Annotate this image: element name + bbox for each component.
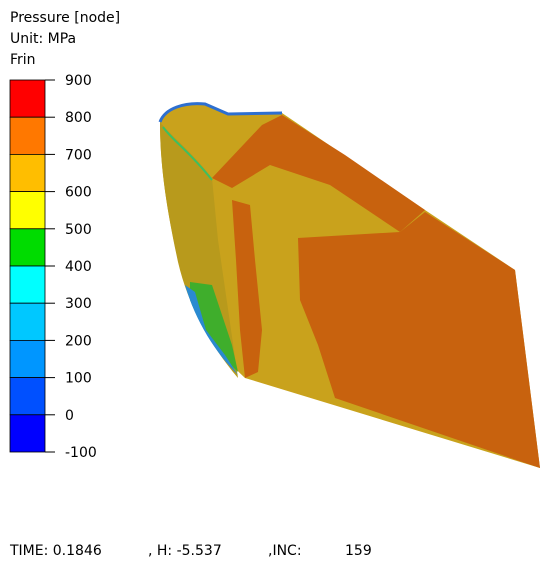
color-swatch <box>9 116 46 155</box>
color-swatch <box>9 302 46 341</box>
color-swatch <box>9 265 46 304</box>
model-face-dark <box>298 212 540 468</box>
color-bar: 900 800 700 600 500 400 300 200 100 0 -100 <box>9 73 97 461</box>
color-swatch <box>9 153 46 192</box>
tick-label: 700 <box>65 147 92 163</box>
color-swatch <box>9 414 46 453</box>
tick-label: -100 <box>65 445 97 461</box>
status-inc: 159 <box>345 543 372 559</box>
tick-label: 100 <box>65 371 92 387</box>
model-strip-dark <box>232 200 262 378</box>
color-swatch <box>9 339 46 378</box>
tick-label: 900 <box>65 73 92 89</box>
legend-title: Pressure [node] <box>10 10 120 26</box>
legend-unit: Unit: MPa <box>10 31 76 47</box>
model-top-band <box>212 115 425 232</box>
model <box>158 102 540 468</box>
tick-label: 600 <box>65 185 92 201</box>
status-time: TIME: 0.1846 <box>9 543 102 559</box>
tick-label: 400 <box>65 259 92 275</box>
tick-label: 500 <box>65 222 92 238</box>
status-h: , H: -5.537 <box>148 543 222 559</box>
tick-label: 300 <box>65 296 92 312</box>
color-swatch <box>9 377 46 416</box>
color-swatch <box>9 79 46 118</box>
tick-label: 800 <box>65 110 92 126</box>
color-swatch <box>9 191 46 230</box>
model-green-patch <box>190 282 238 372</box>
model-rim <box>158 102 283 123</box>
model-rim-inner <box>162 126 213 181</box>
tick-label: 200 <box>65 333 92 349</box>
status-inc-label: ,INC: <box>268 543 302 559</box>
color-swatch <box>9 228 46 267</box>
model-blue-edge <box>185 285 238 375</box>
tick-label: 0 <box>65 408 74 424</box>
legend-label: Frin <box>10 52 36 68</box>
